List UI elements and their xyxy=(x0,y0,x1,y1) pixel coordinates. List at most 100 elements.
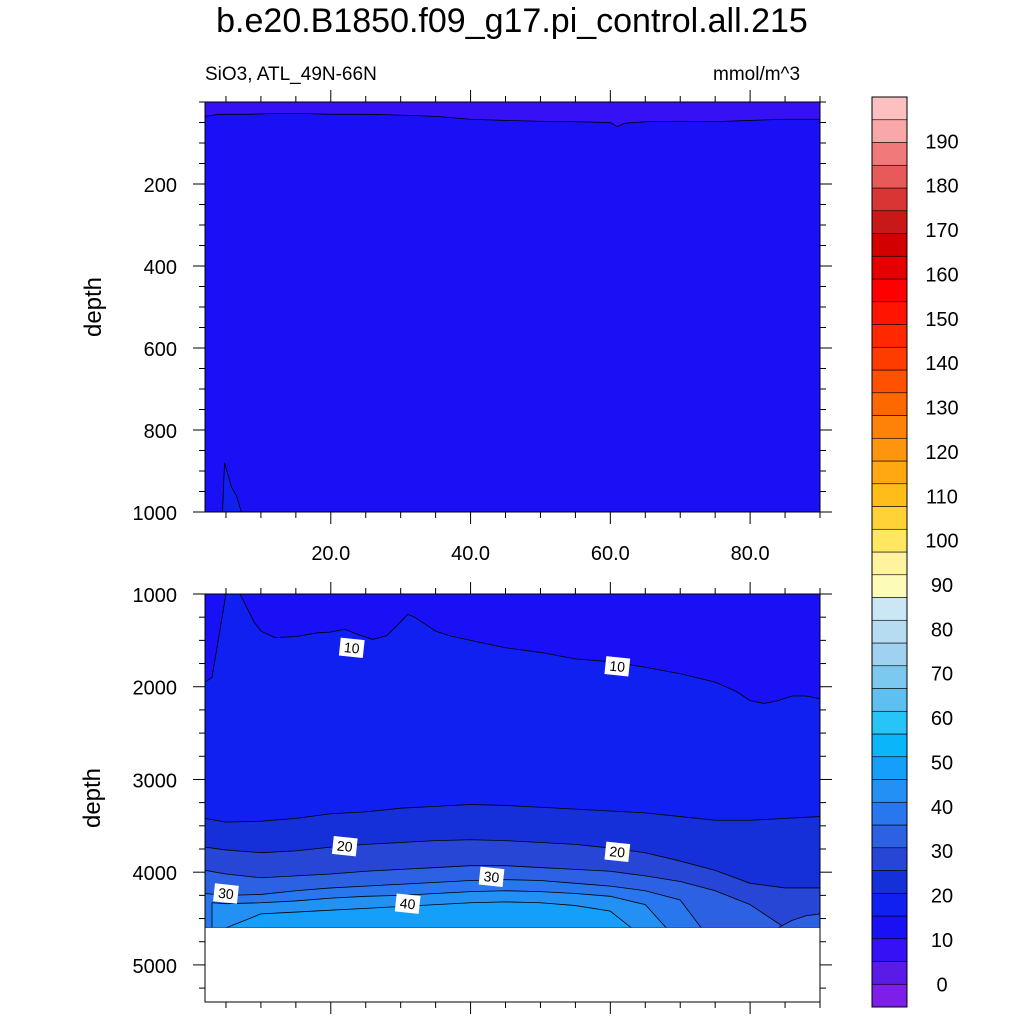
field-background xyxy=(205,102,820,512)
contour-blob xyxy=(222,462,242,512)
chart-title: b.e20.B1850.f09_g17.pi_control.all.215 xyxy=(216,2,808,40)
x-tick-label: 40.0 xyxy=(451,543,490,565)
colorbar-label: 30 xyxy=(931,841,953,863)
y-tick-label: 2000 xyxy=(133,678,178,700)
colorbar-label: 80 xyxy=(931,619,953,641)
contour-label: 20 xyxy=(604,841,631,862)
colorbar-label: 90 xyxy=(931,575,953,597)
colorbar-box xyxy=(871,961,908,985)
colorbar-label: 160 xyxy=(925,264,958,286)
colorbar-box xyxy=(871,847,908,871)
y-tick-label: 4000 xyxy=(133,863,178,885)
colorbar-box xyxy=(871,119,908,143)
colorbar-box xyxy=(871,733,908,758)
plot-area xyxy=(205,102,820,512)
contour-label-text: 20 xyxy=(609,843,626,861)
colorbar-box xyxy=(871,597,908,621)
colorbar-box xyxy=(871,415,908,439)
colorbar-box xyxy=(871,210,908,234)
colorbar-box xyxy=(871,187,908,212)
colorbar-box xyxy=(871,551,908,576)
contour-label: 20 xyxy=(331,836,358,857)
colorbar-label: 0 xyxy=(936,974,947,996)
panel-lower: 10 10 20 20 30 30 40 1000 2000 3000 4000 5000 depth xyxy=(79,582,832,1014)
colorbar-label: 100 xyxy=(925,531,958,553)
contour-label: 10 xyxy=(604,656,631,677)
colorbar-box xyxy=(871,346,908,371)
contour-band xyxy=(225,901,633,929)
colorbar-box xyxy=(871,574,908,598)
colorbar-box xyxy=(871,528,908,553)
colorbar-box xyxy=(871,779,908,803)
y-axis-label: depth xyxy=(79,768,106,828)
contour-label-text: 10 xyxy=(609,658,626,676)
x-tick-label: 60.0 xyxy=(591,543,630,565)
colorbar-label: 120 xyxy=(925,442,958,464)
contour-label-text: 30 xyxy=(217,885,234,903)
colorbar-label: 10 xyxy=(931,930,953,952)
colorbar-label: 150 xyxy=(925,309,958,331)
colorbar-box xyxy=(871,801,908,826)
colorbar-box xyxy=(871,665,908,689)
y-tick-label: 1000 xyxy=(133,585,178,607)
y-tick-label: 200 xyxy=(144,175,177,197)
y-tick-label: 400 xyxy=(144,257,177,279)
colorbar-label: 60 xyxy=(931,708,953,730)
y-tick-label: 600 xyxy=(144,339,177,361)
contour-band xyxy=(777,913,820,929)
variable-region-label: SiO3, ATL_49N-66N xyxy=(205,64,377,85)
colorbar-box xyxy=(871,619,908,644)
colorbar-box xyxy=(871,938,908,962)
colorbar-label: 130 xyxy=(925,398,958,420)
colorbar-box xyxy=(871,483,908,507)
x-tick-label: 20.0 xyxy=(311,543,350,565)
y-tick-label: 1000 xyxy=(133,503,178,525)
colorbar-label: 180 xyxy=(925,176,958,198)
contour-label-text: 30 xyxy=(483,868,500,886)
contour-label: 30 xyxy=(478,866,505,888)
bathymetry-mask xyxy=(205,927,820,1002)
colorbar-box xyxy=(871,437,908,462)
colorbar-box xyxy=(871,824,908,849)
colorbar-box xyxy=(871,142,908,166)
contour-label-text: 20 xyxy=(336,837,353,855)
colorbar-label: 110 xyxy=(926,486,958,508)
colorbar-box xyxy=(871,642,908,667)
colorbar-label: 50 xyxy=(931,752,953,774)
plot-area: 10 10 20 20 30 30 40 xyxy=(205,594,820,1002)
colorbar-box xyxy=(871,688,908,712)
colorbar-box xyxy=(871,460,908,485)
units-label: mmol/m^3 xyxy=(713,64,801,85)
colorbar-box xyxy=(871,870,908,894)
colorbar-box xyxy=(871,324,908,348)
y-tick-label: 5000 xyxy=(133,956,178,978)
colorbar-box xyxy=(871,506,908,530)
contour-line xyxy=(205,113,820,128)
contour-fill xyxy=(205,102,820,127)
colorbar-frame xyxy=(871,96,908,1008)
plot-frame xyxy=(204,593,821,1003)
colorbar-box xyxy=(871,164,908,189)
contour-label-text: 40 xyxy=(399,895,416,913)
colorbar-box xyxy=(871,233,908,257)
colorbar-label: 170 xyxy=(925,220,958,242)
colorbar-box xyxy=(871,301,908,325)
contour-label-text: 10 xyxy=(343,639,360,657)
colorbar-label: 140 xyxy=(925,353,958,375)
colorbar-box xyxy=(871,392,908,416)
colorbar-box xyxy=(871,710,908,735)
colorbar-box xyxy=(871,369,908,394)
panel-upper: 200 400 600 800 1000 depth 20.0 40.0 60.0 80.0 xyxy=(80,90,832,565)
contour-label: 10 xyxy=(338,637,365,658)
colorbar-box xyxy=(871,756,908,780)
y-axis-label: depth xyxy=(80,277,107,337)
colorbar-box xyxy=(871,255,908,280)
contour-label: 30 xyxy=(213,883,239,904)
colorbar-label: 70 xyxy=(931,664,953,686)
colorbar-box xyxy=(871,983,908,1008)
colorbar-label: 40 xyxy=(931,797,953,819)
y-tick-label: 3000 xyxy=(133,770,178,792)
colorbar-box xyxy=(871,278,908,303)
colorbar-box xyxy=(871,96,908,121)
